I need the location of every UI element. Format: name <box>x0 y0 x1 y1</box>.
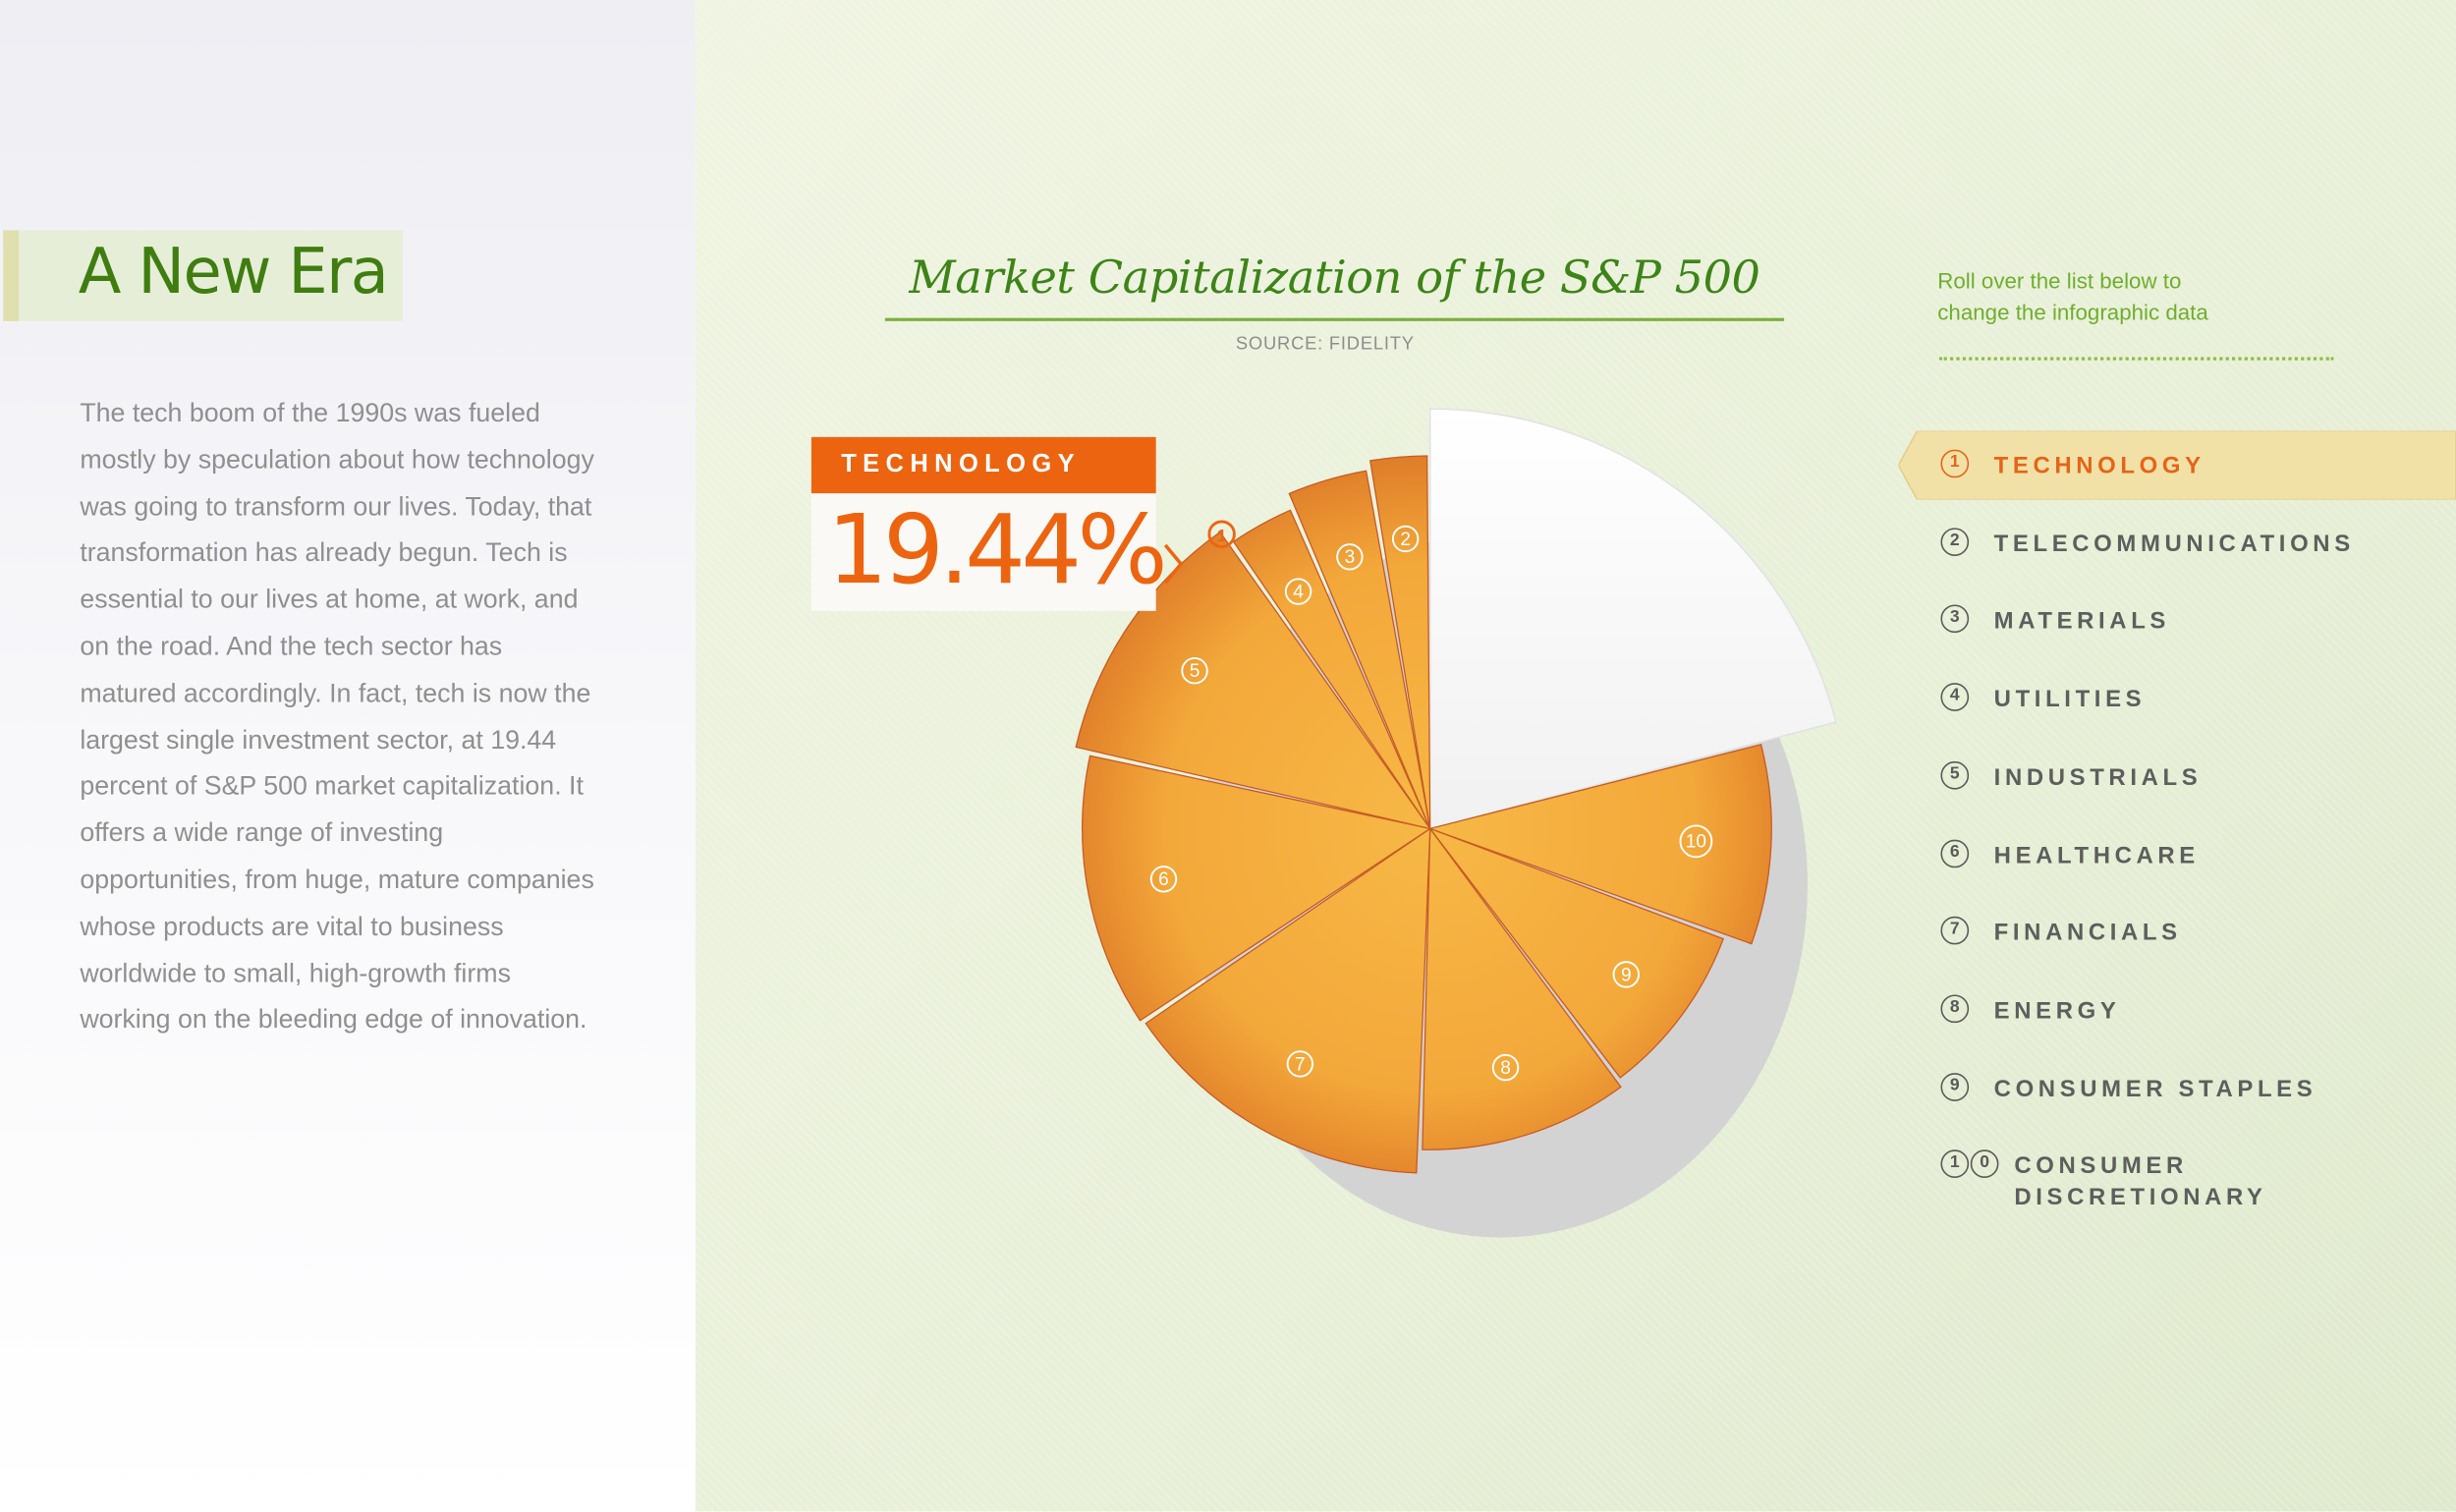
selected-highlight <box>1898 430 2456 500</box>
title-background <box>19 230 403 321</box>
pie-slice-9[interactable] <box>1427 827 1724 1079</box>
sector-item-utilities[interactable]: 4 UTILITIES <box>1898 664 2456 733</box>
sector-number-icon: 4 <box>1940 683 1970 712</box>
intro-title: A New Era <box>78 236 389 309</box>
sector-label: CONSUMER DISCRETIONARY <box>2014 1151 2266 1214</box>
chart-source: SOURCE: FIDELITY <box>1235 335 1415 355</box>
pie-slice-5[interactable] <box>1075 531 1432 830</box>
title-accent-bar <box>3 230 20 321</box>
slice-number-icon <box>1149 866 1178 893</box>
callout-label: TECHNOLOGY <box>841 451 1081 478</box>
callout-value: 19.44% <box>826 494 1168 607</box>
slice-number-label: 4 <box>1293 582 1304 602</box>
sector-item-financials[interactable]: 7 FINANCIALS <box>1898 898 2456 967</box>
chevron-right-icon <box>1163 543 1184 585</box>
hint-divider <box>1938 357 2334 361</box>
slice-number-label: 7 <box>1295 1054 1306 1075</box>
sector-number-icon: 1 <box>1940 449 1970 478</box>
slice-number-icon <box>1612 961 1641 988</box>
sector-item-telecommunications[interactable]: 2 TELECOMMUNICATIONS <box>1898 509 2456 578</box>
pie-slice-10[interactable] <box>1427 744 1772 945</box>
pie-slice-7[interactable] <box>1144 827 1431 1174</box>
slice-number-icon <box>1491 1053 1520 1082</box>
pie-slice-6[interactable] <box>1082 755 1432 1022</box>
slice-number-icon <box>1286 1050 1314 1078</box>
sector-number-icon: 3 <box>1940 605 1970 634</box>
callout-body <box>810 493 1156 611</box>
sector-label: CONSUMER STAPLES <box>1993 1075 2317 1102</box>
sector-item-consumer-staples[interactable]: 9 CONSUMER STAPLES <box>1898 1053 2456 1122</box>
sector-number-icon: 0 <box>1970 1149 1999 1179</box>
hint-line-2: change the infographic data <box>1937 299 2208 325</box>
sector-number-icon: 8 <box>1940 994 1970 1023</box>
slice-number-label: 8 <box>1500 1058 1511 1079</box>
slice-number-label: 10 <box>1686 832 1706 853</box>
sector-item-technology[interactable]: 1 TECHNOLOGY <box>1898 430 2456 500</box>
rollover-hint: Roll over the list below to change the i… <box>1937 264 2208 327</box>
sector-item-healthcare[interactable]: 6 HEALTHCARE <box>1898 820 2456 889</box>
sector-label: UTILITIES <box>1993 686 2147 713</box>
sector-number-icon: 1 <box>1940 1149 1970 1179</box>
callout-number-icon <box>1207 520 1236 548</box>
slice-number-icon <box>1391 525 1420 553</box>
pie-slice-2[interactable] <box>1369 455 1431 829</box>
sector-number-icon: 5 <box>1940 760 1970 790</box>
callout-number: 1 <box>1217 526 1227 545</box>
callout-header <box>810 436 1156 494</box>
sector-label: MATERIALS <box>1993 608 2171 636</box>
intro-body: The tech boom of the 1990s was fueled mo… <box>80 397 594 1035</box>
slice-number-label: 2 <box>1400 530 1411 550</box>
sector-label: INDUSTRIALS <box>1993 763 2203 791</box>
slice-number-icon <box>1336 543 1364 571</box>
pie-slice-1[interactable] <box>1428 408 1837 830</box>
slice-number-label: 5 <box>1190 661 1200 682</box>
sector-number-icon: 9 <box>1940 1072 1970 1101</box>
sector-label: HEALTHCARE <box>1993 841 2200 869</box>
slice-number-label: 6 <box>1158 869 1169 890</box>
sector-label: ENERGY <box>1993 997 2121 1025</box>
slice-number-icon <box>1679 824 1713 859</box>
slice-number-label: 9 <box>1621 965 1632 985</box>
chart-title: Market Capitalization of the S&P 500 <box>909 251 1760 305</box>
pie-slice-4[interactable] <box>1232 509 1431 829</box>
sector-label: TECHNOLOGY <box>1993 452 2205 479</box>
sector-number-icon: 6 <box>1940 838 1970 868</box>
title-underline <box>884 317 1785 321</box>
intro-panel: A New Era The tech boom of the 1990s was… <box>0 0 696 1512</box>
sector-label: FINANCIALS <box>1993 920 2182 947</box>
sector-item-consumer-discretionary[interactable]: 1 0 CONSUMER DISCRETIONARY <box>1898 1132 2456 1232</box>
sector-number-icon: 7 <box>1940 917 1970 945</box>
pie-slice-3[interactable] <box>1288 470 1431 829</box>
sector-number-icon: 2 <box>1940 527 1970 556</box>
sector-item-materials[interactable]: 3 MATERIALS <box>1898 587 2456 655</box>
slice-number-icon <box>1181 657 1208 685</box>
slice-number-label: 3 <box>1345 547 1356 568</box>
pie-slice-8[interactable] <box>1422 826 1622 1150</box>
sector-label-line: CONSUMER <box>2014 1152 2188 1181</box>
sector-label: TELECOMMUNICATIONS <box>1993 531 2355 558</box>
hint-line-1: Roll over the list below to <box>1937 267 2182 294</box>
slice-number-icon <box>1284 578 1312 605</box>
callout-pointer: 1 <box>1163 520 1236 585</box>
sector-label-line: DISCRETIONARY <box>2014 1184 2267 1211</box>
sector-item-industrials[interactable]: 5 INDUSTRIALS <box>1898 742 2456 811</box>
sector-item-energy[interactable]: 8 ENERGY <box>1898 976 2456 1044</box>
